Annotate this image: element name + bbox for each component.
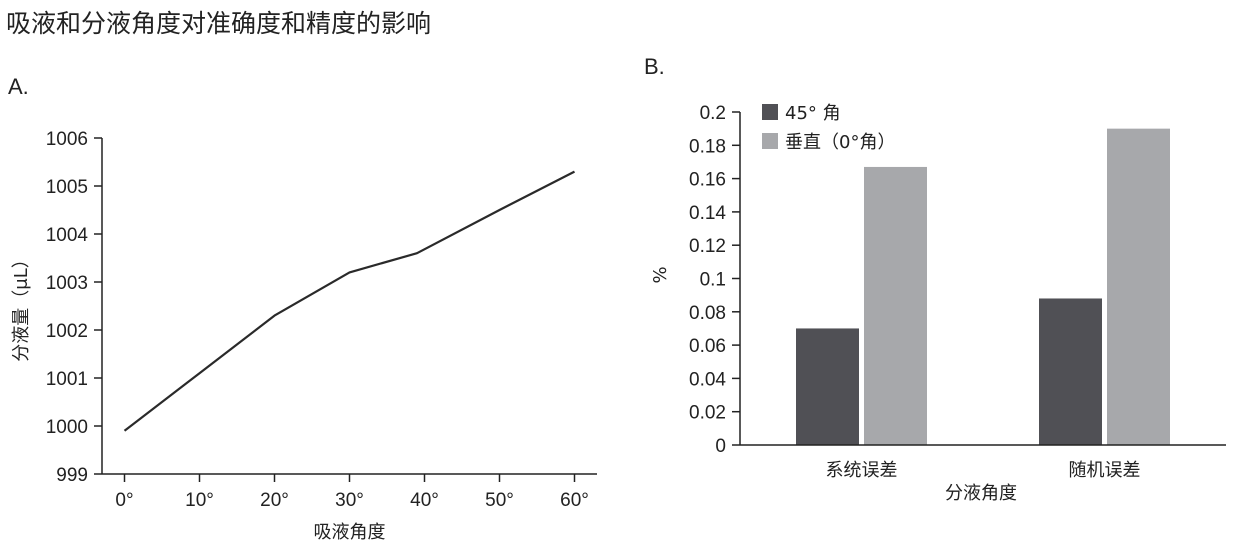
bar [864, 166, 927, 445]
series-line [123, 170, 576, 432]
x-axis-title: 吸液角度 [314, 522, 386, 543]
x-tick-label: 0° [115, 490, 133, 511]
y-axis-title: % [650, 266, 671, 283]
x-tick-label: 50° [485, 490, 514, 511]
x-tick-label: 60° [560, 490, 589, 511]
x-tick-label: 30° [335, 490, 364, 511]
legend-label: 45° 角 [785, 103, 841, 124]
panel-label-a: A. [8, 74, 29, 99]
y-tick-label: 1006 [46, 129, 88, 150]
bar [1039, 298, 1102, 445]
chart-b-bars: 0 0.02 0.04 0.06 0.08 0.1 0.12 0.14 0.16 0.18 0.2 系… [650, 103, 1226, 504]
x-tick-label: 20° [260, 490, 289, 511]
bar [1107, 128, 1170, 445]
legend-swatch [762, 104, 778, 120]
bar [796, 328, 859, 445]
y-tick-label: 0.18 [689, 136, 726, 157]
y-tick-label: 0 [715, 436, 726, 457]
y-tick-label: 0.2 [700, 103, 726, 124]
y-tick-label: 0.04 [689, 369, 726, 390]
y-tick-label: 0.1 [700, 270, 726, 291]
y-tick-label: 0.16 [689, 170, 726, 191]
y-tick-label: 1005 [46, 177, 88, 198]
y-tick-label: 999 [56, 465, 88, 486]
chart-a-line: 999 1000 1001 1002 1003 1004 1005 1006 0° 10° 20° 3… [11, 129, 597, 543]
y-tick-label: 0.02 [689, 403, 726, 424]
y-tick-label: 0.06 [689, 336, 726, 357]
x-tick-label: 40° [410, 490, 439, 511]
x-category-label: 系统误差 [826, 460, 898, 481]
y-tick-label: 1003 [46, 273, 88, 294]
y-tick-label: 1002 [46, 321, 88, 342]
x-category-label: 随机误差 [1069, 460, 1141, 481]
y-tick-label: 1000 [46, 417, 88, 438]
page-title: 吸液和分液角度对准确度和精度的影响 [6, 9, 432, 38]
panel-label-b: B. [644, 54, 665, 79]
y-tick-label: 0.12 [689, 236, 726, 257]
y-tick-label: 1004 [46, 225, 89, 246]
legend-swatch [762, 133, 778, 149]
y-tick-label: 0.14 [689, 203, 726, 224]
x-tick-label: 10° [185, 490, 214, 511]
legend-label: 垂直（0°角） [785, 132, 895, 153]
x-axis-title: 分液角度 [945, 483, 1017, 504]
y-axis-title: 分液量（μL） [11, 250, 32, 361]
y-tick-label: 1001 [46, 369, 88, 390]
y-tick-label: 0.08 [689, 303, 726, 324]
